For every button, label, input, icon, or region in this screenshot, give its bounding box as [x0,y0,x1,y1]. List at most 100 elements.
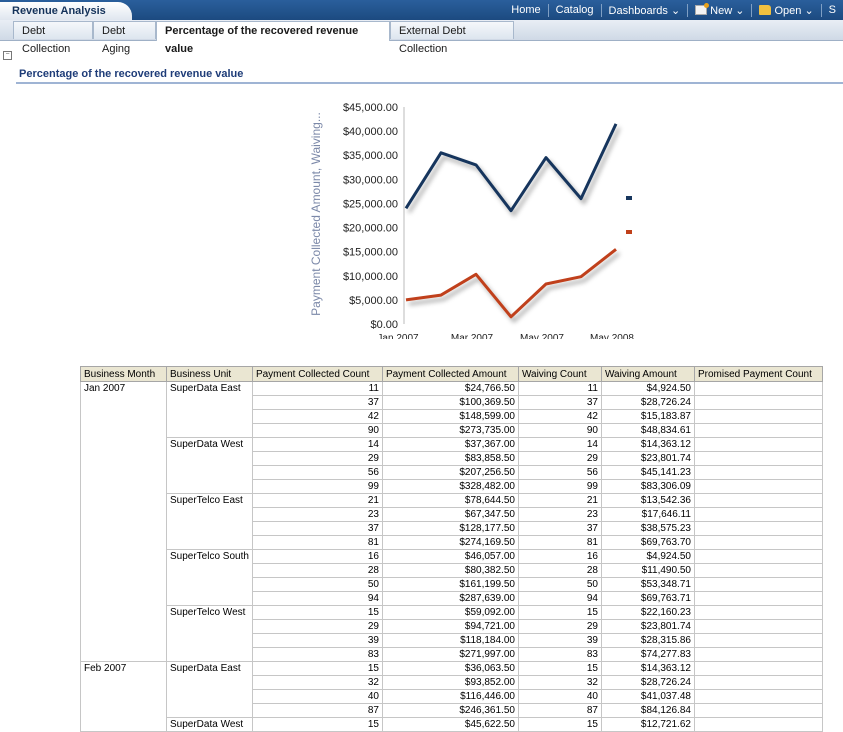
promised-payment-cell [693,591,823,606]
open-menu[interactable]: Open ⌄ [752,4,820,17]
value-cell: 29 [251,619,383,634]
value-cell: $14,363.12 [600,661,695,676]
section-title: Percentage of the recovered revenue valu… [19,68,244,80]
folder-icon [759,4,772,15]
column-header[interactable]: Waiving Amount [600,366,695,382]
x-tick-label: Mar 2007 [451,333,494,339]
nav-divider [751,3,753,17]
value-cell: 56 [251,465,383,480]
column-header[interactable]: Business Month [80,366,167,382]
table-row: Feb 2007 SuperData East 15 $36,063.50 15 $14,… [80,661,823,732]
value-cell: 42 [517,409,602,424]
nav-divider [600,3,602,17]
table-row: 39 $118,184.00 39 $28,315.86 [81,633,823,648]
value-cell: 14 [517,437,602,452]
value-cell: $14,363.12 [600,437,695,452]
value-cell: $328,482.00 [381,479,519,494]
top-bar: Revenue Analysis Home Catalog Dashboards… [0,0,843,20]
promised-payment-cell [693,661,823,676]
dashboards-menu[interactable]: Dashboards ⌄ [602,4,688,17]
series-line-2[interactable] [405,248,617,319]
y-tick-label: $15,000.00 [343,247,398,259]
promised-payment-cell [693,423,823,438]
promised-payment-cell [693,409,823,424]
nav-divider [820,3,822,17]
value-cell: 40 [251,689,383,704]
value-cell: $22,160.23 [600,605,695,620]
value-cell: 28 [517,563,602,578]
collapse-section-icon[interactable]: − [3,51,12,60]
series-line-1[interactable] [404,123,618,213]
value-cell: 83 [517,647,602,662]
value-cell: $15,183.87 [600,409,695,424]
value-cell: 11 [251,381,383,396]
value-cell: 37 [251,395,383,410]
overflow-link[interactable]: S [828,4,836,16]
value-cell: $53,348.71 [600,577,695,592]
value-cell: $207,256.50 [381,465,519,480]
y-tick-label: $10,000.00 [343,271,398,283]
table-row: 29 $83,858.50 29 $23,801.74 [81,451,823,466]
value-cell: $4,924.50 [600,549,695,564]
value-cell: $83,858.50 [381,451,519,466]
column-header[interactable]: Business Unit [166,366,253,382]
value-cell: $273,735.00 [381,423,519,438]
x-tick-label: Jan 2007 [377,333,419,339]
table-row: Jan 2007 SuperData East 11 $24,766.50 11 $4,9… [80,381,823,662]
table-row: 99 $328,482.00 99 $83,306.09 [81,479,823,494]
value-cell: $37,367.00 [381,437,519,452]
value-cell: 94 [251,591,383,606]
promised-payment-cell [693,395,823,410]
nav-divider [547,3,549,17]
value-cell: $23,801.74 [600,451,695,466]
y-tick-label: $25,000.00 [343,198,398,210]
chevron-down-icon: ⌄ [670,4,681,17]
column-header[interactable]: Promised Payment Count [693,366,823,382]
chart-series [404,123,618,319]
catalog-link[interactable]: Catalog [555,4,594,16]
value-cell: 32 [251,675,383,690]
tab-debt-aging[interactable]: Debt Aging [93,21,156,55]
value-cell: $45,141.23 [600,465,695,480]
tab-recovered-revenue[interactable]: Percentage of the recovered revenue valu… [156,21,390,55]
value-cell: $4,924.50 [600,381,695,396]
value-cell: $161,199.50 [381,577,519,592]
y-tick-label: $5,000.00 [349,295,398,307]
value-cell: 90 [517,423,602,438]
value-cell: 29 [517,619,602,634]
value-cell: $13,542.36 [600,493,695,508]
tab-external-debt-collection[interactable]: External Debt Collection [390,21,514,55]
value-cell: 15 [251,605,383,620]
value-cell: 21 [251,493,383,508]
new-label: New [710,4,733,17]
business-unit-cell: SuperData West [166,717,253,732]
promised-payment-cell [693,437,823,452]
value-cell: 23 [517,507,602,522]
value-cell: 81 [251,535,383,550]
business-unit-cell: SuperTelco South [166,549,253,606]
column-header[interactable]: Payment Collected Count [251,366,383,382]
column-header[interactable]: Payment Collected Amount [381,366,519,382]
table-row: 56 $207,256.50 56 $45,141.23 [81,465,823,480]
home-link[interactable]: Home [511,4,541,16]
value-cell: 14 [251,437,383,452]
legend-swatch-series-1 [626,196,632,200]
promised-payment-cell [693,605,823,620]
tab-debt-collection[interactable]: Debt Collection [13,21,93,55]
column-header[interactable]: Waiving Count [517,366,602,382]
table-row: 37 $128,177.50 37 $38,575.23 [81,521,823,536]
y-tick-label: $40,000.00 [343,126,398,138]
value-cell: 15 [251,661,383,676]
promised-payment-cell [693,633,823,648]
new-menu[interactable]: New ⌄ [688,2,751,17]
chevron-down-icon: ⌄ [804,4,814,17]
table-row: 23 $67,347.50 23 $17,646.11 [81,507,823,522]
y-tick-label: $30,000.00 [343,174,398,186]
value-cell: $83,306.09 [600,479,695,494]
value-cell: 39 [517,633,602,648]
dashboard-tab-row: Debt Collection Debt Aging Percentage of… [0,20,843,55]
promised-payment-cell [693,549,823,564]
value-cell: 87 [251,703,383,718]
value-cell: 99 [517,479,602,494]
app-title-tab[interactable]: Revenue Analysis [0,2,132,20]
